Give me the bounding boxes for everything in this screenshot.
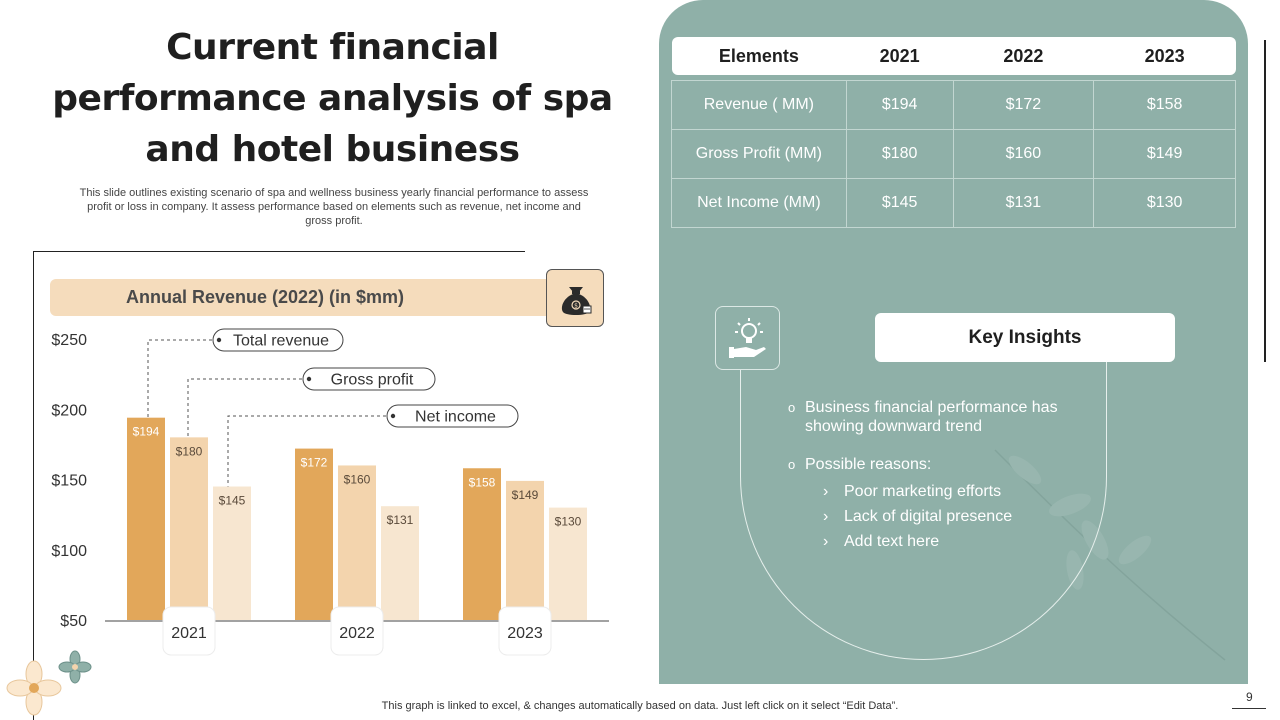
reason-label: Lack of digital presence bbox=[844, 508, 1013, 525]
table-cell: $194 bbox=[845, 79, 954, 130]
bar bbox=[338, 465, 376, 620]
reason-item: › Poor marketing efforts bbox=[788, 482, 1088, 501]
table-header-cell: 2023 bbox=[1093, 37, 1236, 75]
table-cell: Revenue ( MM) bbox=[671, 79, 847, 130]
flower-decoration bbox=[6, 650, 92, 716]
legend-callout bbox=[212, 328, 344, 352]
page-number-underline bbox=[1232, 708, 1266, 709]
bar-value-label: $131 bbox=[387, 513, 414, 527]
bar-value-label: $130 bbox=[555, 515, 582, 529]
table-cell: $131 bbox=[952, 177, 1095, 228]
bar-value-label: $149 bbox=[512, 488, 539, 502]
legend-leader-line bbox=[187, 378, 308, 438]
reason-item: › Add text here bbox=[788, 532, 1088, 551]
bar-value-label: $194 bbox=[133, 425, 160, 439]
chart-frame-left bbox=[33, 251, 34, 720]
category-label-box bbox=[498, 606, 552, 656]
legend-label: Gross profit bbox=[331, 372, 414, 389]
table-cell: $172 bbox=[952, 79, 1095, 130]
x-tick-label: 2022 bbox=[339, 625, 375, 642]
x-tick-label: 2021 bbox=[171, 625, 207, 642]
table-cell: $180 bbox=[845, 128, 954, 179]
legend-leader-line bbox=[147, 339, 218, 418]
table-cell: $149 bbox=[1093, 128, 1236, 179]
bar-value-label: $158 bbox=[469, 475, 496, 489]
table-row: Gross Profit (MM) $180 $160 $149 bbox=[671, 128, 1236, 179]
reason-item: › Lack of digital presence bbox=[788, 507, 1088, 526]
legend-leader-line bbox=[227, 415, 392, 487]
y-tick-label: $50 bbox=[60, 613, 87, 630]
chart-frame-top bbox=[33, 251, 525, 252]
bar bbox=[127, 417, 165, 620]
table-cell: $158 bbox=[1093, 79, 1236, 130]
slide-subtitle: This slide outlines existing scenario of… bbox=[79, 187, 589, 227]
table-cell: Gross Profit (MM) bbox=[671, 128, 847, 179]
y-tick-label: $150 bbox=[51, 473, 87, 490]
table-cell: Net Income (MM) bbox=[671, 177, 847, 228]
bar-value-label: $172 bbox=[301, 456, 328, 470]
bar bbox=[463, 468, 501, 620]
legend-label: Net income bbox=[415, 409, 496, 426]
money-bag-icon-box: $ bbox=[546, 269, 604, 327]
svg-text:$: $ bbox=[574, 303, 578, 310]
key-insights-title: Key Insights bbox=[875, 313, 1175, 362]
category-label-box bbox=[162, 606, 216, 656]
y-tick-label: $100 bbox=[51, 543, 87, 560]
table-cell: $160 bbox=[952, 128, 1095, 179]
bar bbox=[549, 507, 587, 620]
legend-callout bbox=[302, 367, 436, 391]
side-divider bbox=[1264, 40, 1266, 362]
legend-dot bbox=[306, 376, 312, 382]
table-header-cell: 2021 bbox=[846, 37, 954, 75]
money-bag-icon: $ bbox=[561, 287, 592, 315]
legend-callout bbox=[386, 404, 519, 428]
insight-point: Possible reasons: bbox=[788, 455, 1088, 474]
bar bbox=[506, 480, 544, 620]
table-row: Revenue ( MM) $194 $172 $158 bbox=[671, 79, 1236, 130]
bar bbox=[295, 448, 333, 620]
table-header-cell: Elements bbox=[671, 37, 847, 75]
table-header-row: Elements 2021 2022 2023 bbox=[671, 37, 1236, 75]
insight-point: Business financial performance has showi… bbox=[788, 398, 1088, 436]
reason-label: Poor marketing efforts bbox=[844, 483, 1002, 500]
table-header-cell: 2022 bbox=[953, 37, 1094, 75]
bar-value-label: $180 bbox=[176, 444, 203, 458]
legend-label: Total revenue bbox=[233, 333, 329, 350]
page-number: 9 bbox=[1246, 690, 1253, 704]
legend-dot bbox=[390, 413, 396, 419]
footer-note: This graph is linked to excel, & changes… bbox=[381, 700, 899, 712]
category-label-box bbox=[330, 606, 384, 656]
y-tick-label: $200 bbox=[51, 402, 87, 419]
bar-value-label: $160 bbox=[344, 472, 371, 486]
insight-icon-box bbox=[715, 306, 780, 370]
bar bbox=[381, 506, 419, 620]
chevron-right-icon: › bbox=[823, 508, 829, 525]
slide-title: Current financial performance analysis o… bbox=[52, 27, 613, 170]
chevron-right-icon: › bbox=[823, 483, 829, 500]
bar-value-label: $145 bbox=[219, 494, 246, 508]
table-cell: $145 bbox=[845, 177, 954, 228]
chart-header-band bbox=[50, 279, 550, 316]
reason-label: Add text here bbox=[844, 533, 940, 550]
lightbulb-hand-icon bbox=[729, 318, 766, 358]
bar bbox=[170, 437, 208, 620]
table-cell: $130 bbox=[1093, 177, 1236, 228]
x-tick-label: 2023 bbox=[507, 625, 543, 642]
insights-list: Business financial performance has showi… bbox=[788, 398, 1088, 568]
financial-table: Elements 2021 2022 2023 Revenue ( MM) $1… bbox=[671, 37, 1236, 228]
table-row: Net Income (MM) $145 $131 $130 bbox=[671, 177, 1236, 228]
legend-dot bbox=[216, 337, 222, 343]
chevron-right-icon: › bbox=[823, 533, 829, 550]
chart-title: Annual Revenue (2022) (in $mm) bbox=[125, 287, 405, 307]
y-tick-label: $250 bbox=[51, 332, 87, 349]
bar bbox=[213, 486, 251, 620]
